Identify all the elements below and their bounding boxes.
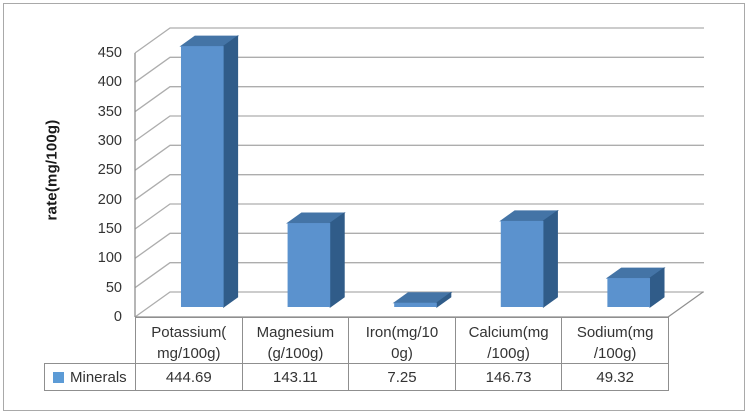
bar-front-face xyxy=(287,223,331,307)
category-cell: Magnesium (g/100g) xyxy=(243,318,350,363)
gridline xyxy=(134,27,704,54)
bar-side-face xyxy=(223,35,239,308)
category-cell: Potassium(mg/100g) xyxy=(136,318,243,363)
value-cell: 143.11 xyxy=(243,364,350,390)
value-cell: 49.32 xyxy=(596,368,634,386)
value-cell: 444.69 xyxy=(136,364,243,390)
gridline xyxy=(134,144,704,171)
gridline xyxy=(134,203,704,230)
bar-side-face xyxy=(329,212,345,308)
y-tick-label: 150 xyxy=(97,220,122,237)
y-tick-label: 250 xyxy=(97,162,122,179)
category-header-row: Potassium(mg/100g) Magnesium (g/100g) Iron(… xyxy=(136,318,668,364)
bar-front-face xyxy=(180,46,224,307)
y-tick-label: 400 xyxy=(97,74,122,91)
category-cell: Sodium(mg/100g) xyxy=(576,324,654,362)
bar-front-face xyxy=(394,302,437,307)
y-axis-tick-labels: 0 50 100 150 200 250 300 350 400 450 xyxy=(62,0,122,414)
y-tick-label: 100 xyxy=(97,250,122,267)
y-tick-label: 50 xyxy=(105,279,122,296)
value-cell: 7.25 xyxy=(349,364,456,390)
gridline xyxy=(134,174,704,201)
gridline xyxy=(134,115,704,142)
gridline xyxy=(134,56,704,83)
y-axis-title: rate(mg/100g) xyxy=(43,119,61,221)
value-cell: 146.73 xyxy=(456,364,563,390)
legend: Minerals xyxy=(44,363,136,391)
legend-label: Minerals xyxy=(70,368,127,386)
bar-front-face xyxy=(607,278,651,307)
y-tick-label: 0 xyxy=(113,308,122,325)
bar-side-face xyxy=(542,209,558,308)
category-cell: Iron(mg/10 0g) xyxy=(349,318,456,363)
y-tick-label: 300 xyxy=(97,132,122,149)
data-table: Potassium(mg/100g) Magnesium (g/100g) Iron(… xyxy=(135,317,669,391)
y-tick-label: 350 xyxy=(97,103,122,120)
y-tick-label: 200 xyxy=(97,191,122,208)
y-tick-label: 450 xyxy=(97,44,122,61)
category-cell: Calcium(mg/100g) xyxy=(456,318,563,363)
legend-swatch-icon xyxy=(53,371,64,383)
value-row: 444.69 143.11 7.25 146.73 49.32 xyxy=(136,364,668,390)
bar-front-face xyxy=(500,220,544,307)
gridline xyxy=(134,86,704,113)
